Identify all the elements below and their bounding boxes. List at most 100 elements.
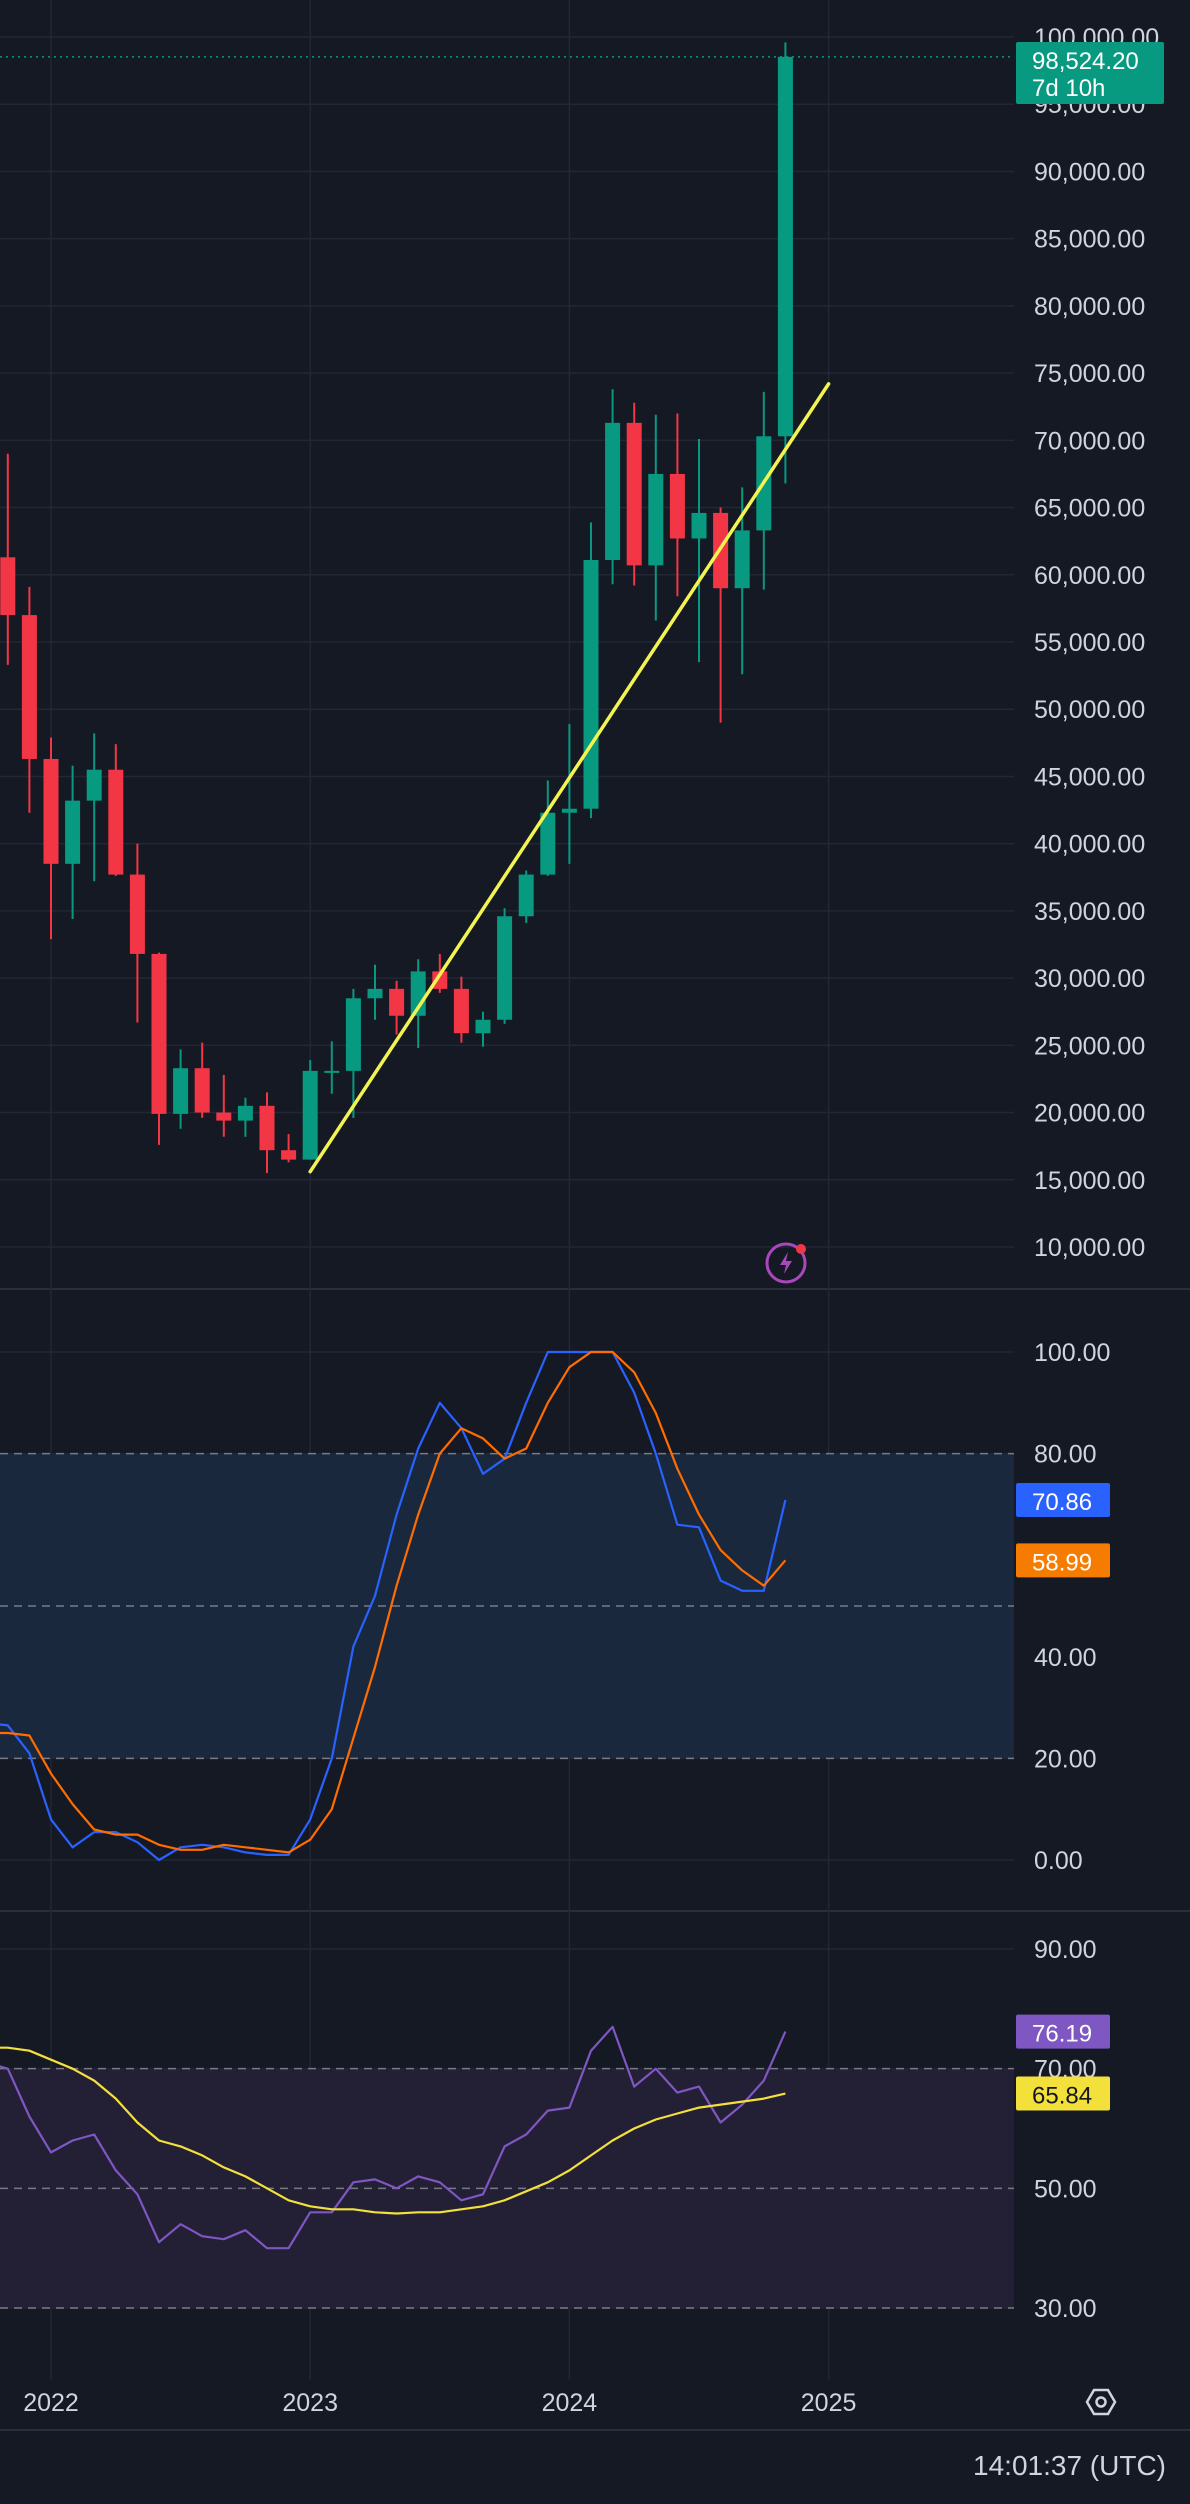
- candle[interactable]: [237, 1097, 253, 1137]
- rsi-value-badge: 76.19: [1016, 2014, 1110, 2049]
- rsi-value-badge: 65.84: [1016, 2076, 1110, 2111]
- price-tick-label: 85,000.00: [1034, 226, 1145, 254]
- candle[interactable]: [518, 870, 534, 923]
- price-axis[interactable]: 10,000.00 15,000.00 20,000.00 25,000.00 30,0…: [1034, 24, 1159, 2323]
- candle[interactable]: [216, 1074, 232, 1137]
- rsi-line: [0, 2025, 787, 2250]
- stochastic-tick-label: 40.00: [1034, 1644, 1097, 1672]
- candle-body: [691, 512, 707, 539]
- price-tick-label: 15,000.00: [1034, 1167, 1145, 1195]
- time-tick-label: 2025: [801, 2389, 857, 2417]
- candle-body: [432, 971, 448, 989]
- candle[interactable]: [281, 1134, 297, 1163]
- candle-body: [0, 557, 16, 616]
- candle[interactable]: [540, 780, 556, 876]
- time-tick-label: 2023: [282, 2389, 338, 2417]
- overbought-oversold-bands: [0, 1452, 1014, 2309]
- candle-body: [21, 615, 37, 759]
- candle[interactable]: [43, 737, 59, 940]
- candle-body: [43, 758, 59, 864]
- candle-body: [734, 530, 750, 589]
- rsi-value-badge-text: 65.84: [1032, 2083, 1092, 2110]
- candle[interactable]: [173, 1049, 189, 1129]
- candle-body: [648, 473, 664, 566]
- candle[interactable]: [367, 964, 383, 1020]
- price-tick-label: 45,000.00: [1034, 763, 1145, 791]
- price-tick-label: 35,000.00: [1034, 898, 1145, 926]
- candle[interactable]: [0, 453, 16, 665]
- candle[interactable]: [734, 487, 750, 675]
- candle[interactable]: [561, 724, 577, 864]
- candle[interactable]: [605, 389, 621, 585]
- candle-body: [259, 1105, 275, 1151]
- candle-body: [497, 916, 513, 1020]
- stochastic-tick-label: 80.00: [1034, 1441, 1097, 1469]
- stochastic-value-badge-text: 70.86: [1032, 1489, 1092, 1516]
- candle-body: [669, 473, 685, 539]
- candle[interactable]: [669, 413, 685, 597]
- candle-body: [345, 998, 361, 1071]
- price-tick-label: 90,000.00: [1034, 158, 1145, 186]
- candle-body: [151, 953, 167, 1114]
- clock-timestamp[interactable]: 14:01:37 (UTC): [973, 2450, 1166, 2481]
- rsi-tick-label: 90.00: [1034, 1936, 1097, 1964]
- candle[interactable]: [777, 42, 793, 484]
- price-tick-label: 60,000.00: [1034, 562, 1145, 590]
- price-tick-label: 70,000.00: [1034, 427, 1145, 455]
- price-tick-label: 40,000.00: [1034, 831, 1145, 859]
- candle-body: [86, 769, 102, 801]
- candle-body: [518, 874, 534, 917]
- lightning-icon[interactable]: [765, 1242, 807, 1284]
- candle-body: [475, 1019, 491, 1034]
- price-tick-label: 10,000.00: [1034, 1234, 1145, 1262]
- candle[interactable]: [626, 402, 642, 586]
- rsi-value-badge-box: [1016, 2076, 1110, 2111]
- candle[interactable]: [389, 980, 405, 1035]
- candle[interactable]: [453, 976, 469, 1043]
- rsi_ma-line: [0, 2046, 786, 2215]
- candle[interactable]: [691, 438, 707, 663]
- candle[interactable]: [648, 414, 664, 621]
- candle[interactable]: [345, 988, 361, 1118]
- candle[interactable]: [259, 1092, 275, 1174]
- candle-body: [777, 56, 793, 437]
- stochastic-tick-label: 0.00: [1034, 1847, 1083, 1875]
- candle-body: [367, 988, 383, 999]
- candle[interactable]: [302, 1060, 318, 1160]
- candle-body: [605, 422, 621, 560]
- candle[interactable]: [194, 1042, 210, 1118]
- stochastic-tick-label: 100.00: [1034, 1339, 1110, 1367]
- candle[interactable]: [86, 733, 102, 882]
- candle-body: [453, 988, 469, 1034]
- stochastic-value-badge: 58.99: [1016, 1543, 1110, 1578]
- candle[interactable]: [475, 1011, 491, 1047]
- candle[interactable]: [129, 843, 145, 1023]
- rsi-value-badge-text: 76.19: [1032, 2021, 1092, 2048]
- candle[interactable]: [21, 586, 37, 813]
- price-tick-label: 20,000.00: [1034, 1100, 1145, 1128]
- price-tick-label: 65,000.00: [1034, 495, 1145, 523]
- rsi-tick-label: 30.00: [1034, 2295, 1097, 2323]
- stochastic-pane[interactable]: [0, 1350, 787, 1862]
- candle[interactable]: [497, 908, 513, 1024]
- price-pane[interactable]: [0, 42, 1014, 1174]
- candle-body: [583, 559, 599, 809]
- trendline[interactable]: [308, 382, 831, 1174]
- stochastic-value-badge-box: [1016, 1543, 1110, 1578]
- rsi-pane[interactable]: [0, 2025, 787, 2250]
- candle[interactable]: [583, 522, 599, 819]
- price-tick-label: 80,000.00: [1034, 293, 1145, 321]
- candle[interactable]: [65, 765, 81, 919]
- candle-body: [173, 1068, 189, 1114]
- candle[interactable]: [324, 1041, 340, 1094]
- time-axis[interactable]: 2022 2023 2024 2025: [23, 2389, 856, 2417]
- d-line: [0, 1350, 787, 1854]
- gear-icon[interactable]: [1085, 2388, 1117, 2416]
- candle[interactable]: [108, 744, 124, 876]
- candle-body: [237, 1105, 253, 1121]
- candle[interactable]: [151, 952, 167, 1145]
- last-price-badge-text: 98,524.20: [1032, 48, 1139, 75]
- stochastic-value-badge-text: 58.99: [1032, 1549, 1092, 1576]
